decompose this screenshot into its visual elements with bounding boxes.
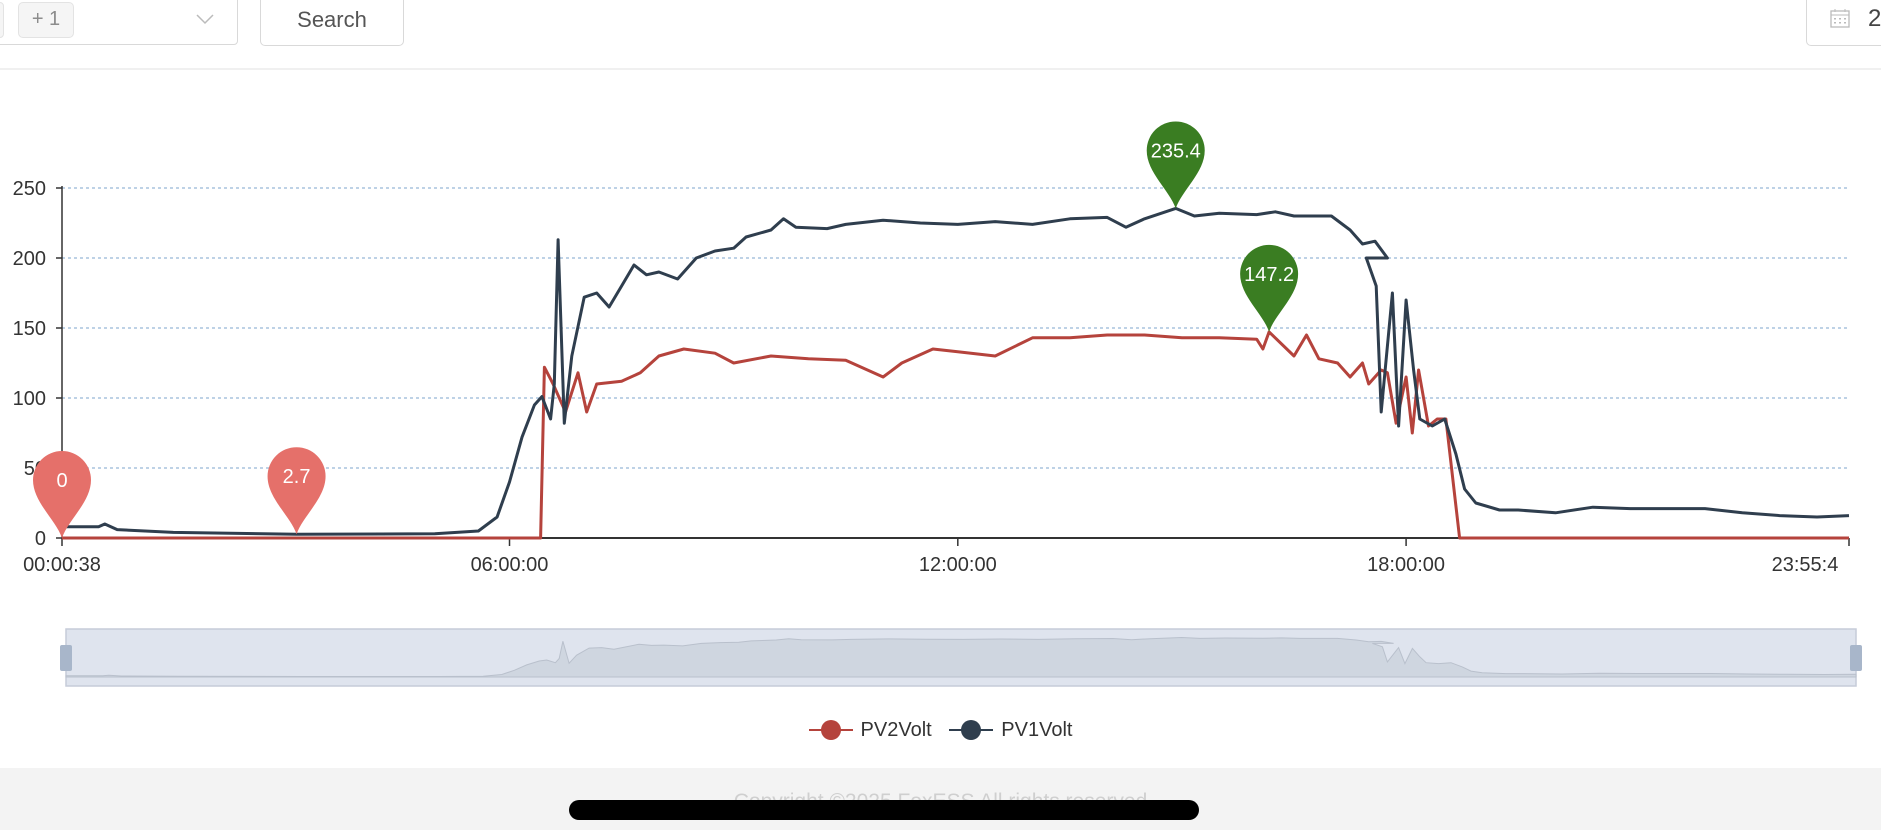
legend-label: PV1Volt xyxy=(1001,718,1073,741)
legend-pv1-icon xyxy=(949,720,994,740)
x-tick-label: 12:00:00 xyxy=(919,554,997,576)
data-zoom-preview-area xyxy=(65,636,1857,678)
series-lines xyxy=(62,206,1850,540)
max-marker-pv1volt: 235.4 xyxy=(1146,121,1205,209)
more-tags-badge: + 1 xyxy=(18,2,74,38)
footer: Copyright ©2025 FoxESS All rights reserv… xyxy=(0,768,1881,830)
marker-pin-icon xyxy=(267,447,326,535)
min-marker-pv1volt: 2.7 xyxy=(267,447,326,535)
data-zoom-right-handle[interactable] xyxy=(1850,645,1862,671)
calendar-icon xyxy=(1830,9,1850,28)
search-button[interactable]: Search xyxy=(260,0,404,46)
legend-item-pv2volt[interactable]: PV2Volt xyxy=(808,718,932,742)
max-marker-pv2volt: 147.2 xyxy=(1240,244,1299,332)
chevron-down-icon[interactable] xyxy=(194,8,216,30)
markers: 0 2.7 235.4 147.2 xyxy=(33,121,1299,538)
y-tick-label: 150 xyxy=(13,318,46,340)
y-tick-label: 100 xyxy=(13,388,46,410)
device-select[interactable] xyxy=(0,0,238,45)
legend-pv2-icon xyxy=(808,720,853,740)
marker-label: 147.2 xyxy=(1244,264,1294,286)
marker-label: 2.7 xyxy=(283,466,311,488)
x-tick-label: 18:00:00 xyxy=(1367,554,1445,576)
home-indicator[interactable] xyxy=(569,800,1199,820)
toolbar: + 1 Search 2 xyxy=(0,0,1881,70)
date-value: 2 xyxy=(1868,5,1881,32)
legend-label: PV2Volt xyxy=(860,718,932,741)
series-line-pv2volt xyxy=(62,330,1849,540)
data-zoom-left-handle[interactable] xyxy=(60,645,72,671)
date-picker[interactable]: 2 xyxy=(1806,0,1881,46)
marker-pin-icon xyxy=(33,451,91,538)
data-zoom-slider xyxy=(60,628,1862,687)
grid-lines xyxy=(62,187,1849,469)
y-tick-label: 0 xyxy=(35,528,46,550)
min-marker-pv2volt: 0 xyxy=(33,451,91,538)
x-axis: 00:00:38 06:00:00 12:00:00 18:00:00 23:55:4 xyxy=(23,537,1850,576)
x-tick-label: 06:00:00 xyxy=(471,554,549,576)
marker-label: 0 xyxy=(56,470,67,492)
y-tick-label: 200 xyxy=(13,248,46,270)
x-tick-label: 23:55:4 xyxy=(1772,554,1839,576)
y-tick-label: 250 xyxy=(13,178,46,200)
marker-label: 235.4 xyxy=(1151,140,1201,162)
legend: PV2Volt PV1Volt xyxy=(0,718,1881,748)
legend-item-pv1volt[interactable]: PV1Volt xyxy=(949,718,1072,742)
marker-pin-icon xyxy=(1146,121,1205,209)
marker-pin-icon xyxy=(1240,244,1299,332)
x-tick-label: 00:00:38 xyxy=(23,554,101,576)
series-line-pv1volt xyxy=(62,206,1850,536)
